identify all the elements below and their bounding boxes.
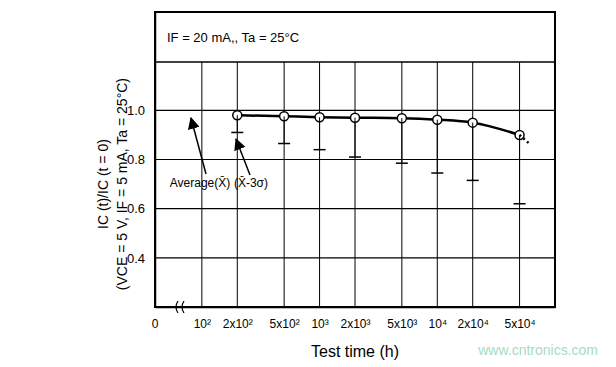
x-tick: 2x10⁴ (458, 307, 489, 331)
grid-line-x (472, 62, 473, 307)
annotation: 0 (152, 317, 159, 331)
axis-break-arc (176, 301, 178, 313)
x-tick: 5x10² (270, 307, 300, 331)
y-axis: 0.4 0.6 0.8 1.0 (127, 13, 156, 308)
error-connector (519, 135, 520, 204)
annotation: IF = 20 mA,, Ta = 25°C (167, 30, 299, 45)
x-tick-label: 5x10² (270, 317, 300, 331)
legend-arrow (236, 139, 250, 175)
plot-frame (155, 12, 555, 307)
x-tick: 10³ (311, 307, 328, 331)
x-tick-label: 2x10⁴ (458, 317, 489, 331)
y-tick: 0.8 (127, 152, 155, 167)
y-axis-title: IC (t)/IC (t = 0) (95, 139, 111, 229)
annotation-box-line (155, 61, 555, 63)
axis-break-arc (182, 301, 184, 313)
error-connector (319, 117, 320, 149)
grid-line-x (437, 62, 438, 307)
series-dash-marker (431, 172, 443, 174)
error-connector (437, 120, 438, 173)
axis-break (176, 301, 184, 313)
x-tick: 10⁴ (429, 307, 448, 331)
legend-label: (X̄-3σ) (234, 176, 268, 190)
y-tick: 0.4 (127, 250, 155, 265)
series-dash-marker (467, 180, 479, 182)
x-tick-label: 10³ (311, 317, 328, 331)
x-tick: 5x10⁴ (504, 307, 535, 331)
grid (155, 62, 555, 307)
x-tick: 5x10³ (387, 307, 417, 331)
grid-line-x (284, 62, 285, 307)
series-dash-marker (349, 156, 361, 158)
y-tick: 1.0 (127, 103, 155, 118)
series-dash-marker (278, 143, 290, 145)
error-connector (401, 118, 402, 163)
x-tick: 10² (194, 307, 211, 331)
x-tick: 2x10³ (340, 307, 370, 331)
grid-line-x (319, 62, 320, 307)
x-tick-label: 2x10³ (340, 317, 370, 331)
series-line (520, 135, 531, 145)
x-axis-title: Test time (h) (311, 343, 399, 360)
y-axis-title: (VCE = 5 V, IF = 5 mA, Ta = 25°C) (114, 78, 130, 290)
series-dash-marker (514, 203, 526, 205)
series-dash-marker (314, 149, 326, 151)
legend-label: Average(X̄) (170, 176, 230, 190)
x-tick-label: 2x10² (223, 317, 253, 331)
watermark: www.cntronics.com (477, 342, 598, 358)
grid-line-x (355, 62, 356, 307)
x-tick-label: 5x10⁴ (504, 317, 535, 331)
error-connector (355, 118, 356, 157)
chart: IF = 20 mA,, Ta = 25°C 10² 2x10² 5x10² 10³ 2x… (0, 0, 616, 367)
error-connector (284, 116, 285, 143)
series-dash-marker (396, 162, 408, 164)
plot-area (231, 111, 530, 204)
x-tick: 2x10² (223, 307, 253, 331)
legend-arrow (191, 118, 206, 174)
grid-line-x (401, 62, 402, 307)
y-tick: 0.6 (127, 201, 155, 216)
x-tick-label: 10⁴ (429, 317, 448, 331)
error-connector (237, 115, 238, 132)
x-axis: 10² 2x10² 5x10² 10³ 2x10³ 5x10³ 10⁴ 2x10⁴ 5x10⁴ (156, 307, 556, 331)
grid-line-x (519, 62, 520, 307)
series-dash-marker (231, 132, 243, 134)
error-connector (472, 123, 473, 181)
x-tick-label: 5x10³ (387, 317, 417, 331)
x-tick-label: 10² (194, 317, 211, 331)
